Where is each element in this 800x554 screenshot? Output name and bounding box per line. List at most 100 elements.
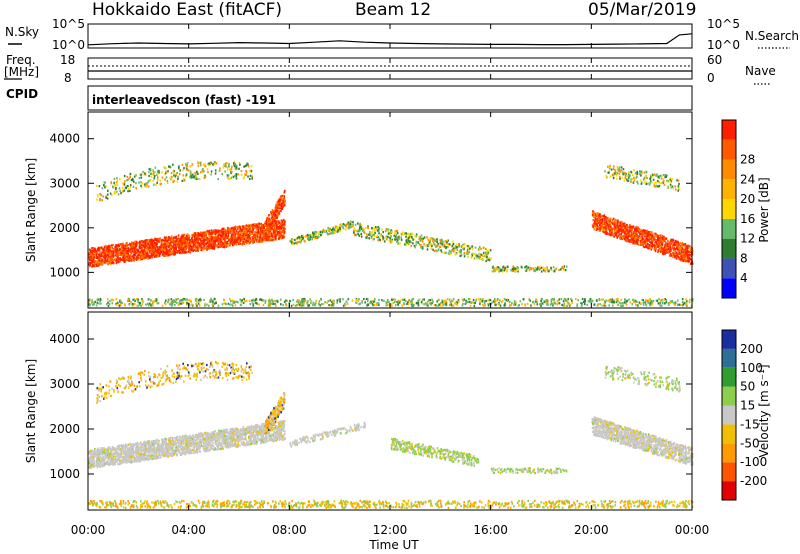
power-cell [196, 244, 198, 247]
power-cell [534, 267, 537, 270]
power-cell [226, 174, 229, 177]
power-cell [248, 224, 250, 228]
power-cell [658, 234, 661, 238]
power-cell [234, 241, 237, 244]
power-cell [89, 264, 92, 267]
power-cell [231, 227, 234, 230]
power-cell [269, 230, 271, 233]
power-cell [384, 236, 387, 239]
power-cell [421, 239, 424, 242]
power-cell [625, 233, 627, 236]
power-cell [234, 239, 237, 242]
power-cell [109, 255, 111, 258]
power-cell [600, 218, 602, 222]
power-cell [657, 250, 659, 254]
power-cell [485, 251, 487, 254]
power-cell [431, 244, 433, 247]
power-cell [131, 255, 134, 258]
power-cell [636, 237, 639, 240]
power-cell [276, 232, 278, 236]
power-cell [107, 256, 109, 260]
power-cell [91, 247, 93, 250]
power-cell [679, 242, 682, 245]
power-cell [124, 249, 126, 253]
power-cell [134, 250, 136, 253]
power-cell [265, 219, 268, 222]
power-cell [602, 217, 605, 220]
power-cell [421, 240, 424, 243]
power-cell [687, 258, 690, 261]
power-cell [131, 258, 133, 261]
power-cell [612, 234, 615, 237]
power-cell [261, 230, 263, 233]
power-cell [119, 258, 122, 261]
power-cell [116, 249, 119, 252]
power-cell [273, 231, 276, 234]
power-cell [382, 236, 385, 239]
power-cell [120, 258, 123, 261]
power-cell [199, 171, 202, 174]
power-cell [230, 227, 233, 230]
power-cell [161, 248, 163, 251]
power-cell [689, 247, 692, 250]
power-cell [102, 252, 105, 255]
power-cell [377, 236, 379, 239]
power-cell [328, 232, 330, 236]
power-cell [116, 252, 119, 256]
power-cell [654, 250, 657, 253]
power-cell [135, 258, 138, 261]
power-cell [220, 245, 222, 248]
power-cell [247, 164, 250, 167]
power-cell [644, 246, 646, 249]
power-cell [164, 236, 166, 239]
power-cell [168, 252, 170, 255]
power-cell [598, 214, 600, 217]
power-cell [482, 246, 485, 249]
power-cell [315, 231, 318, 234]
power-cell [460, 251, 462, 254]
power-cell [278, 198, 281, 201]
power-cell [95, 256, 98, 259]
power-cell [391, 230, 393, 233]
power-cell [616, 222, 619, 225]
power-cell [212, 163, 214, 166]
power-cell [167, 245, 170, 248]
power-cell [244, 239, 247, 242]
power-cell [357, 233, 359, 236]
power-cell [112, 244, 114, 247]
power-cell [251, 223, 254, 226]
power-cell [548, 269, 551, 272]
power-cell [282, 228, 284, 231]
power-cell [195, 176, 197, 180]
power-cell [626, 226, 629, 230]
power-cell [217, 236, 219, 239]
power-cell [676, 242, 679, 245]
power-cell [146, 183, 148, 186]
power-cell [175, 248, 177, 251]
power-cell [311, 236, 313, 239]
power-cell [405, 239, 408, 242]
power-cell [224, 234, 227, 237]
power-cell [236, 234, 239, 238]
power-cell [197, 239, 199, 242]
power-cell [239, 231, 242, 234]
power-cell [282, 199, 285, 202]
power-cell [353, 227, 356, 230]
power-cell [446, 239, 448, 242]
power-cell [274, 227, 277, 230]
power-cell [257, 223, 259, 226]
power-cell [599, 220, 602, 223]
power-cell [283, 191, 286, 194]
power-cell [604, 219, 607, 222]
power-cell [673, 243, 675, 246]
power-cell [686, 249, 689, 253]
power-cell [328, 227, 331, 230]
power-cell [317, 235, 320, 238]
power-cell [526, 267, 528, 271]
power-cell [538, 266, 541, 269]
power-cell [463, 251, 466, 255]
power-cell [610, 231, 613, 234]
power-cell [281, 230, 283, 233]
power-cell [671, 238, 673, 241]
power-cell [407, 241, 409, 244]
